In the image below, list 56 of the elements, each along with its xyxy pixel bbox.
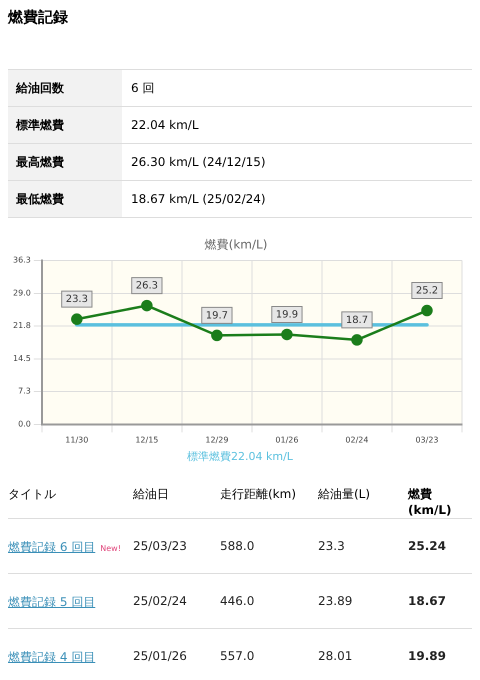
text: 標準燃費: [16, 116, 64, 134]
x-tick-label: 12/29: [205, 435, 228, 444]
point: [351, 334, 363, 346]
text: 19.89: [408, 649, 446, 663]
x-tick-label: 01/26: [275, 435, 298, 444]
y-tick-label: 36.3: [13, 255, 31, 264]
text: 18.67: [408, 594, 446, 608]
text: 446.0: [220, 594, 254, 608]
point: [421, 304, 433, 316]
x-tick-label: 11/30: [65, 435, 88, 444]
text: New!: [100, 544, 121, 553]
text: 23.3: [318, 539, 345, 553]
text: 給油量(L): [318, 487, 370, 501]
x-tick-label: 02/24: [345, 435, 368, 444]
data-label: 25.2: [416, 286, 438, 297]
text: 25.24: [408, 539, 446, 553]
text: 給油日: [133, 487, 169, 501]
text: 6 回: [131, 80, 154, 96]
text: 25/02/24: [133, 594, 187, 608]
y-tick-label: 21.8: [13, 320, 31, 330]
y-tick-label: 14.5: [13, 354, 31, 363]
text: 燃費記録 4 回目: [8, 650, 96, 664]
data-label: 23.3: [66, 294, 88, 306]
y-tick-label: 29.0: [13, 288, 31, 298]
text: タイトル: [8, 487, 56, 501]
text: 18.67 km/L (25/02/24): [131, 192, 266, 206]
text: 25/03/23: [133, 539, 187, 553]
text: 燃費(km/L): [408, 487, 452, 517]
ref-line-label: 標準燃費22.04 km/L: [186, 449, 294, 464]
text: 燃費記録: [8, 8, 68, 26]
text: 22.04 km/L: [131, 118, 199, 132]
text: 走行距離(km): [220, 487, 296, 501]
text: 最低燃費: [16, 190, 64, 208]
data-label: 19.9: [276, 310, 298, 321]
text: 燃費記録 5 回目: [8, 595, 96, 609]
x-tick-label: 03/23: [415, 435, 439, 444]
y-tick-label: 7.3: [18, 386, 31, 396]
data-label: 19.7: [206, 310, 228, 322]
text: 給油回数: [16, 80, 64, 96]
y-tick-label: 0.0: [18, 419, 31, 428]
text: 25/01/26: [133, 649, 187, 663]
text: 28.01: [318, 649, 352, 663]
point: [211, 330, 223, 342]
text: 最高燃費: [16, 154, 64, 170]
text: 燃費記録 6 回目: [8, 540, 96, 554]
text: 26.30 km/L (24/12/15): [131, 155, 266, 169]
point: [71, 313, 83, 325]
point: [141, 300, 153, 312]
text: 557.0: [220, 649, 254, 663]
text: 23.89: [318, 594, 352, 608]
data-label: 26.3: [136, 280, 158, 292]
text: 588.0: [220, 539, 254, 553]
x-tick-label: 12/15: [135, 435, 158, 444]
point: [281, 328, 293, 340]
chart-title: 燃費(km/L): [204, 237, 268, 252]
data-label: 18.7: [346, 315, 368, 326]
